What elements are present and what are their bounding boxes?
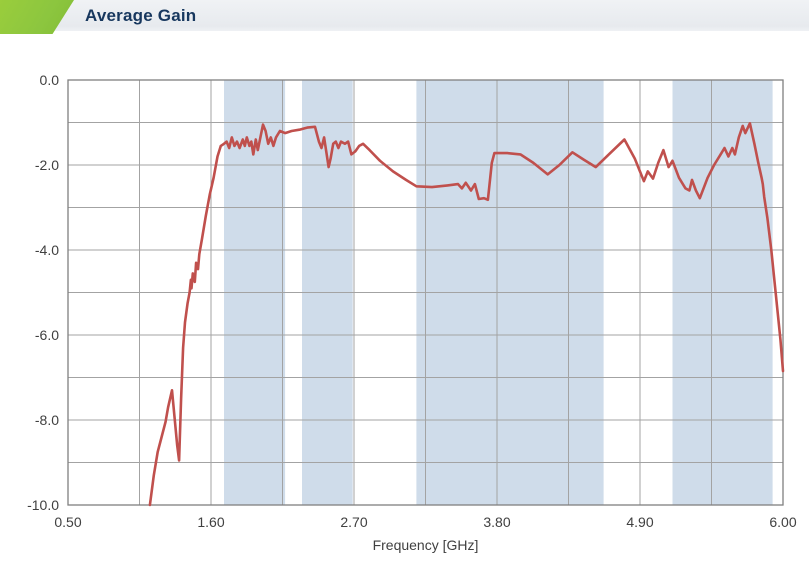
y-tick-label: 0.0	[40, 72, 60, 88]
x-tick-label: 6.00	[769, 514, 796, 530]
x-axis-title: Frequency [GHz]	[372, 537, 479, 553]
y-tick-label: -2.0	[35, 157, 59, 173]
y-tick-label: -8.0	[35, 412, 59, 428]
y-tick-label: -4.0	[35, 242, 59, 258]
page-title: Average Gain	[85, 6, 197, 25]
plot-border	[67, 79, 784, 506]
header-bar: Average Gain	[0, 0, 809, 34]
y-tick-label: -6.0	[35, 327, 59, 343]
x-tick-label: 4.90	[626, 514, 653, 530]
x-tick-label: 2.70	[340, 514, 367, 530]
x-tick-label: 3.80	[483, 514, 510, 530]
x-tick-label: 1.60	[197, 514, 224, 530]
y-tick-label: -10.0	[27, 497, 59, 513]
x-tick-label: 0.50	[54, 514, 81, 530]
gain-curve	[148, 122, 785, 507]
